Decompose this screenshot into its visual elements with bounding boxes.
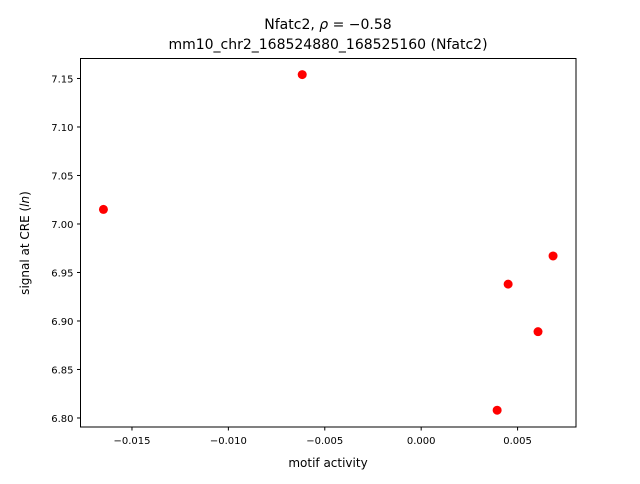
y-tick-label: 6.85 — [51, 365, 73, 376]
x-tick-label: −0.010 — [210, 436, 247, 447]
y-tick-label: 6.80 — [51, 414, 73, 425]
data-point — [492, 405, 502, 415]
y-tick-label: 7.15 — [51, 74, 73, 85]
data-point — [548, 251, 558, 261]
y-tick-label: 6.95 — [51, 268, 73, 279]
y-axis-label: signal at CRE (ln) — [18, 191, 32, 295]
data-point — [98, 204, 108, 214]
x-tick-label: 0.005 — [503, 436, 532, 447]
data-point — [503, 279, 513, 289]
data-point — [533, 327, 543, 337]
x-tick-label: 0.000 — [407, 436, 436, 447]
data-point — [297, 70, 307, 80]
chart-title-line2: mm10_chr2_168524880_168525160 (Nfatc2) — [168, 37, 487, 53]
y-tick-label: 6.90 — [51, 317, 73, 328]
x-tick-label: −0.005 — [306, 436, 343, 447]
y-tick-label: 7.05 — [51, 171, 73, 182]
x-tick-label: −0.015 — [113, 436, 150, 447]
x-axis-label: motif activity — [288, 456, 367, 470]
chart-title-line1: Nfatc2, ρ = −0.58 — [264, 17, 391, 33]
y-tick-label: 7.10 — [51, 123, 73, 134]
plot-frame — [80, 58, 577, 428]
y-tick-label: 7.00 — [51, 220, 73, 231]
